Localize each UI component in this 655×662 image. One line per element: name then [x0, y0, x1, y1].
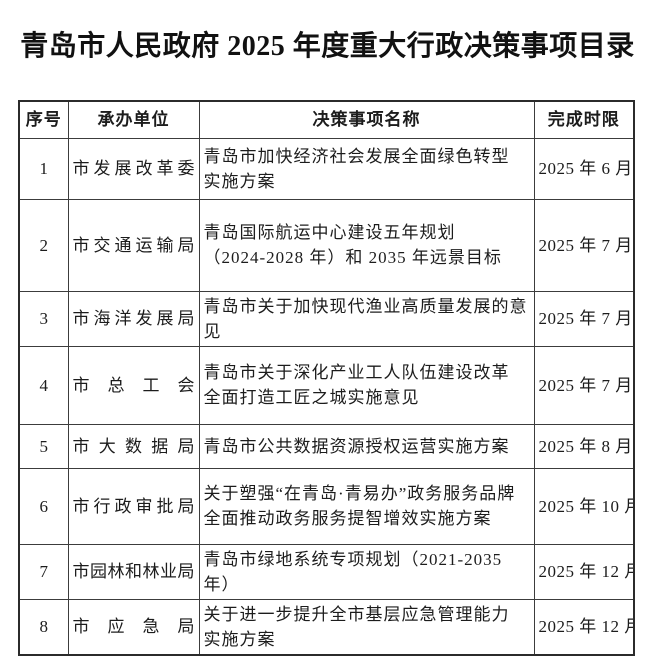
- cell-responsible-unit: 市大数据局: [67, 423, 200, 469]
- cell-serial-number: 3: [18, 290, 69, 347]
- table-row: 3 市海洋发展局 青岛市关于加快现代渔业高质量发展的意见 2025 年 7 月: [18, 290, 635, 347]
- responsible-unit-text: 市海洋发展局: [72, 309, 195, 328]
- cell-decision-name: 青岛国际航运中心建设五年规划 （2024-2028 年）和 2035 年远景目标: [198, 198, 535, 292]
- responsible-unit-text: 市应急局: [72, 617, 195, 636]
- cell-decision-name: 青岛市绿地系统专项规划（2021-2035 年）: [198, 543, 535, 600]
- cell-decision-name: 关于进一步提升全市基层应急管理能力 实施方案: [198, 598, 535, 655]
- header-serial-number: 序号: [18, 100, 69, 139]
- cell-responsible-unit: 市应急局: [67, 598, 200, 655]
- cell-decision-name: 青岛市加快经济社会发展全面绿色转型 实施方案: [198, 137, 535, 200]
- table-row: 6 市行政审批局 关于塑强“在青岛·青易办”政务服务品牌 全面推动政务服务提智增…: [18, 467, 635, 545]
- cell-deadline: 2025 年 12 月: [533, 598, 635, 655]
- cell-decision-name: 青岛市关于深化产业工人队伍建设改革 全面打造工匠之城实施意见: [198, 345, 535, 425]
- responsible-unit-text: 市交通运输局: [72, 235, 195, 255]
- cell-responsible-unit: 市交通运输局: [67, 198, 200, 292]
- cell-responsible-unit: 市行政审批局: [67, 467, 200, 545]
- table-row: 2 市交通运输局 青岛国际航运中心建设五年规划 （2024-2028 年）和 2…: [18, 198, 635, 292]
- cell-responsible-unit: 市园林和林业局: [67, 543, 200, 600]
- decision-items-table: 序号 承办单位 决策事项名称 完成时限 1 市发展改革委 青岛市加快经济社会发展…: [18, 100, 635, 656]
- responsible-unit-text: 市行政审批局: [72, 496, 195, 516]
- cell-serial-number: 1: [18, 137, 69, 200]
- table-row: 7 市园林和林业局 青岛市绿地系统专项规划（2021-2035 年） 2025 …: [18, 543, 635, 600]
- table-row: 1 市发展改革委 青岛市加快经济社会发展全面绿色转型 实施方案 2025 年 6…: [18, 137, 635, 200]
- table-row: 4 市总工会 青岛市关于深化产业工人队伍建设改革 全面打造工匠之城实施意见 20…: [18, 345, 635, 425]
- cell-decision-name: 青岛市关于加快现代渔业高质量发展的意见: [198, 290, 535, 347]
- cell-responsible-unit: 市海洋发展局: [67, 290, 200, 347]
- cell-decision-name: 青岛市公共数据资源授权运营实施方案: [198, 423, 535, 469]
- header-decision-name: 决策事项名称: [198, 100, 535, 139]
- cell-deadline: 2025 年 8 月: [533, 423, 635, 469]
- header-deadline: 完成时限: [533, 100, 635, 139]
- responsible-unit-text: 市总工会: [72, 375, 195, 395]
- responsible-unit-text: 市发展改革委: [72, 159, 195, 178]
- responsible-unit-text: 市大数据局: [72, 436, 195, 456]
- cell-serial-number: 8: [18, 598, 69, 655]
- cell-deadline: 2025 年 7 月: [533, 198, 635, 292]
- cell-deadline: 2025 年 7 月: [533, 345, 635, 425]
- header-responsible-unit: 承办单位: [67, 100, 200, 139]
- table-row: 8 市应急局 关于进一步提升全市基层应急管理能力 实施方案 2025 年 12 …: [18, 598, 635, 655]
- cell-decision-name: 关于塑强“在青岛·青易办”政务服务品牌 全面推动政务服务提智增效实施方案: [198, 467, 535, 545]
- cell-serial-number: 2: [18, 198, 69, 292]
- cell-serial-number: 4: [18, 345, 69, 425]
- cell-serial-number: 7: [18, 543, 69, 600]
- table-header-row: 序号 承办单位 决策事项名称 完成时限: [18, 100, 635, 139]
- cell-serial-number: 5: [18, 423, 69, 469]
- cell-responsible-unit: 市总工会: [67, 345, 200, 425]
- cell-deadline: 2025 年 7 月: [533, 290, 635, 347]
- table-row: 5 市大数据局 青岛市公共数据资源授权运营实施方案 2025 年 8 月: [18, 423, 635, 469]
- cell-deadline: 2025 年 10 月: [533, 467, 635, 545]
- cell-serial-number: 6: [18, 467, 69, 545]
- cell-responsible-unit: 市发展改革委: [67, 137, 200, 200]
- page-title: 青岛市人民政府 2025 年度重大行政决策事项目录: [20, 31, 635, 62]
- cell-deadline: 2025 年 6 月: [533, 137, 635, 200]
- responsible-unit-text: 市园林和林业局: [72, 562, 195, 581]
- cell-deadline: 2025 年 12 月: [533, 543, 635, 600]
